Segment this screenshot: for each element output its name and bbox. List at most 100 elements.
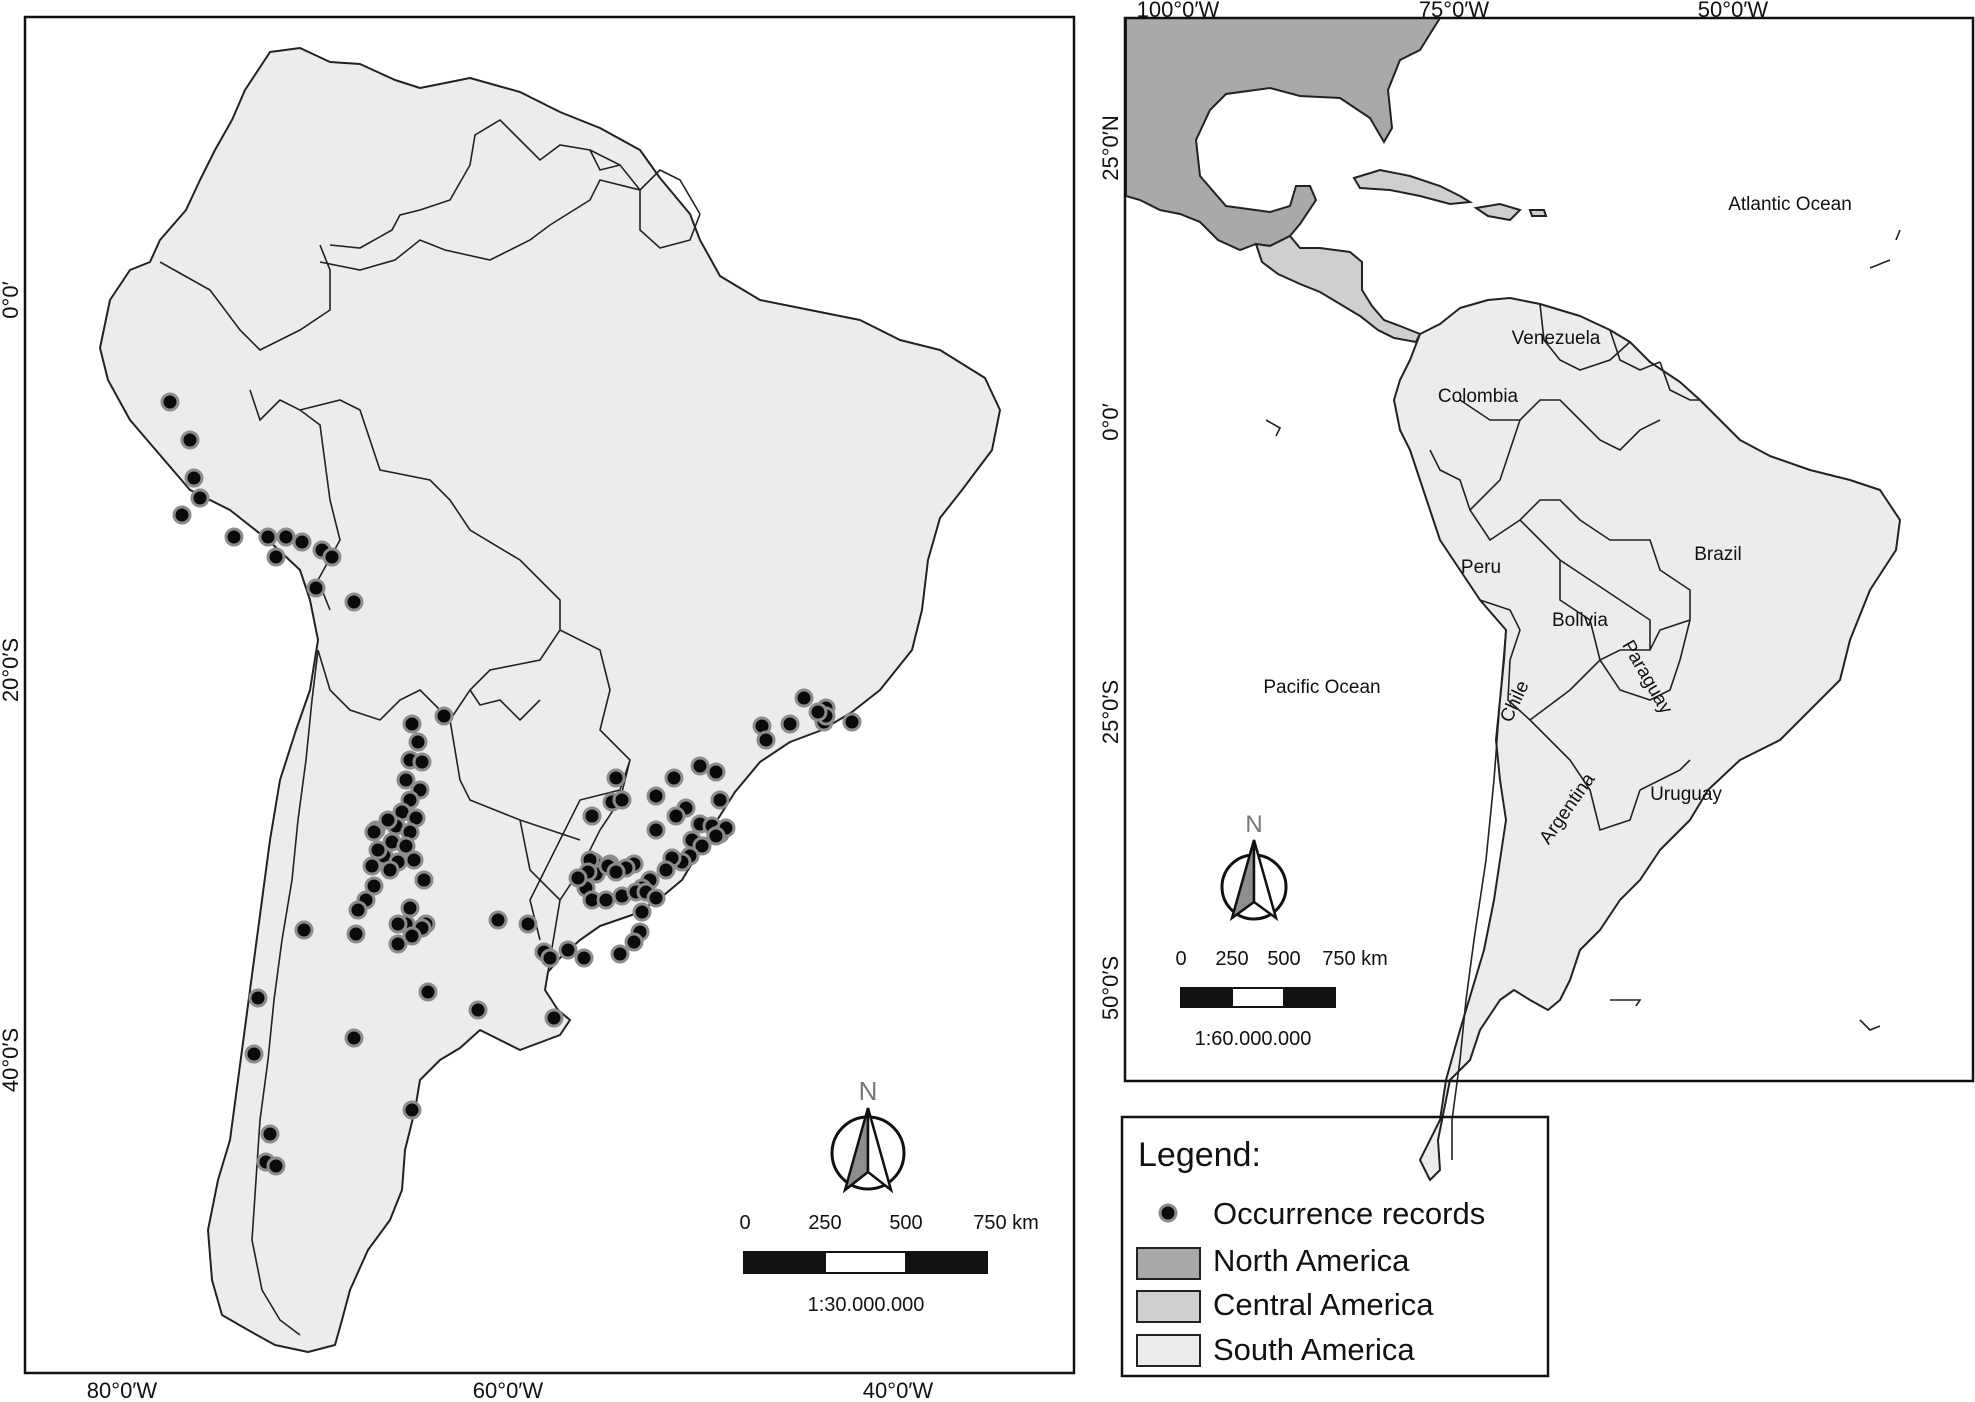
scale-tick-label: 250 bbox=[1215, 948, 1248, 970]
occurrence-point bbox=[378, 810, 398, 830]
occurrence-point bbox=[646, 888, 666, 908]
lat-label: 50°0′S bbox=[1098, 956, 1123, 1020]
occurrence-point bbox=[574, 948, 594, 968]
occurrence-point bbox=[344, 1028, 364, 1048]
lon-label: 100°0′W bbox=[1137, 0, 1220, 22]
occurrence-point bbox=[266, 1156, 286, 1176]
north-america-landmass bbox=[1125, 17, 1442, 252]
occurrence-point bbox=[348, 900, 368, 920]
occurrence-point bbox=[842, 712, 862, 732]
lon-label: 50°0′W bbox=[1698, 0, 1769, 22]
occurrence-point bbox=[690, 756, 710, 776]
occurrence-point bbox=[646, 820, 666, 840]
occurrence-point bbox=[362, 856, 382, 876]
occurrence-point bbox=[292, 532, 312, 552]
occurrence-point bbox=[710, 790, 730, 810]
occurrence-point bbox=[412, 752, 432, 772]
north-arrow: N bbox=[1220, 811, 1288, 922]
lat-label: 0°0′ bbox=[0, 281, 23, 318]
occurrence-point bbox=[396, 770, 416, 790]
occurrence-point bbox=[606, 862, 626, 882]
occurrence-point bbox=[664, 768, 684, 788]
lat-label: 20°0′S bbox=[0, 638, 23, 702]
occurrence-point bbox=[418, 982, 438, 1002]
legend-dot-icon bbox=[1158, 1203, 1178, 1223]
place-pacific-ocean: Pacific Ocean bbox=[1263, 677, 1380, 698]
occurrence-point bbox=[488, 910, 508, 930]
lat-label: 25°0′N bbox=[1098, 115, 1123, 181]
right-map-frame bbox=[1123, 16, 1975, 1083]
occurrence-point bbox=[322, 547, 342, 567]
occurrence-point bbox=[558, 940, 578, 960]
occurrence-point bbox=[180, 430, 200, 450]
occurrence-point bbox=[276, 527, 296, 547]
scale-ratio: 1:30.000.000 bbox=[808, 1294, 925, 1316]
occurrence-point bbox=[666, 806, 686, 826]
occurrence-point bbox=[190, 488, 210, 508]
occurrence-point bbox=[414, 870, 434, 890]
occurrence-point bbox=[346, 924, 366, 944]
occurrence-point bbox=[402, 714, 422, 734]
legend-item-south-america: South America bbox=[1213, 1332, 1415, 1367]
occurrence-point bbox=[756, 730, 776, 750]
scale-tick-label: 750 km bbox=[1322, 948, 1388, 970]
occurrence-point bbox=[582, 806, 602, 826]
occurrence-point bbox=[692, 836, 712, 856]
country-borders bbox=[159, 118, 701, 973]
place-bolivia: Bolivia bbox=[1552, 610, 1608, 631]
lon-label: 80°0′W bbox=[87, 1378, 158, 1402]
lat-label: 25°0′S bbox=[1098, 680, 1123, 744]
scale-bar: 0 250 500 750 km 1:30.000.000 bbox=[739, 1212, 1038, 1316]
occurrence-point bbox=[610, 944, 630, 964]
place-venezuela: Venezuela bbox=[1512, 328, 1601, 349]
occurrence-point bbox=[388, 914, 408, 934]
occurrence-point bbox=[468, 1000, 488, 1020]
scale-tick-label: 250 bbox=[808, 1212, 841, 1234]
occurrence-point bbox=[706, 762, 726, 782]
occurrence-point bbox=[400, 898, 420, 918]
occurrence-point bbox=[612, 790, 632, 810]
occurrence-point bbox=[434, 706, 454, 726]
legend-item-central-america: Central America bbox=[1213, 1287, 1434, 1322]
occurrence-point bbox=[706, 826, 726, 846]
occurrence-point bbox=[656, 860, 676, 880]
occurrence-point bbox=[404, 850, 424, 870]
legend-swatch-north-america bbox=[1136, 1247, 1201, 1280]
place-peru: Peru bbox=[1461, 557, 1501, 578]
occurrence-point bbox=[646, 786, 666, 806]
occurrence-point bbox=[632, 902, 652, 922]
right-map: Atlantic Ocean Venezuela Colombia Peru B… bbox=[1098, 0, 1975, 1181]
inset-chile-border bbox=[1451, 629, 1507, 1160]
legend-swatch-south-america bbox=[1136, 1334, 1201, 1367]
occurrence-point bbox=[364, 822, 384, 842]
occurrence-point bbox=[172, 505, 192, 525]
scale-tick-label: 0 bbox=[739, 1212, 750, 1234]
north-label: N bbox=[859, 1076, 878, 1106]
occurrence-point bbox=[244, 1044, 264, 1064]
occurrence-point bbox=[266, 547, 286, 567]
occurrence-point bbox=[160, 392, 180, 412]
chile-argentina-border bbox=[251, 649, 319, 1336]
occurrence-point bbox=[780, 714, 800, 734]
occurrence-point bbox=[624, 932, 644, 952]
legend-title: Legend: bbox=[1138, 1136, 1261, 1174]
occurrence-point bbox=[596, 890, 616, 910]
scale-tick-label: 500 bbox=[889, 1212, 922, 1234]
place-brazil: Brazil bbox=[1694, 544, 1742, 565]
occurrence-point bbox=[248, 988, 268, 1008]
south-america-inset-landmass bbox=[1393, 297, 1901, 1181]
occurrence-point bbox=[224, 527, 244, 547]
occurrence-point bbox=[402, 926, 422, 946]
central-america-landmass bbox=[1254, 234, 1422, 344]
north-label: N bbox=[1245, 811, 1262, 838]
occurrence-point bbox=[294, 920, 314, 940]
legend-swatch-central-america bbox=[1136, 1290, 1201, 1323]
occurrence-point bbox=[808, 702, 828, 722]
occurrence-point bbox=[540, 948, 560, 968]
occurrence-point bbox=[260, 1124, 280, 1144]
lon-label: 60°0′W bbox=[473, 1378, 544, 1402]
occurrence-point bbox=[344, 592, 364, 612]
occurrence-point bbox=[364, 876, 384, 896]
place-atlantic-ocean: Atlantic Ocean bbox=[1728, 194, 1852, 215]
